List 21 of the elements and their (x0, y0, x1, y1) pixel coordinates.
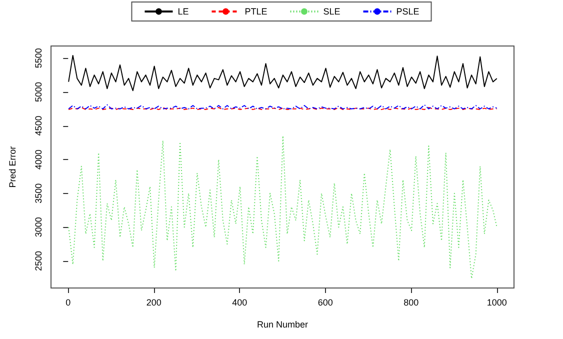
x-tick-label: 800 (404, 298, 419, 308)
x-tick-label: 0 (66, 298, 71, 308)
line-series (68, 54, 498, 92)
line-series (68, 135, 498, 280)
legend-label: PSLE (396, 6, 420, 16)
x-tick-label: 400 (232, 298, 248, 308)
y-axis-title: Pred Error (8, 146, 18, 188)
x-tick-label: 1000 (486, 298, 507, 308)
x-tick-label: 200 (146, 298, 162, 308)
legend-label: PTLE (244, 6, 268, 16)
y-tick-label: 2500 (34, 250, 44, 271)
y-tick-label: 3000 (34, 217, 44, 238)
y-tick-label: 4000 (34, 150, 44, 170)
y-tick-label: 3500 (34, 183, 44, 204)
legend-label: LE (178, 6, 189, 16)
y-tick-label: 5500 (34, 48, 44, 68)
y-tick-label: 5000 (34, 82, 44, 102)
x-axis-title: Run Number (256, 320, 308, 330)
legend-label: SLE (323, 6, 340, 16)
y-tick-label: 4500 (34, 116, 44, 136)
x-tick-label: 600 (318, 298, 333, 308)
